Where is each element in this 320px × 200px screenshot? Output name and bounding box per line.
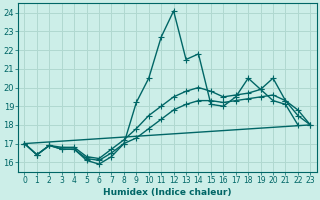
X-axis label: Humidex (Indice chaleur): Humidex (Indice chaleur) <box>103 188 232 197</box>
